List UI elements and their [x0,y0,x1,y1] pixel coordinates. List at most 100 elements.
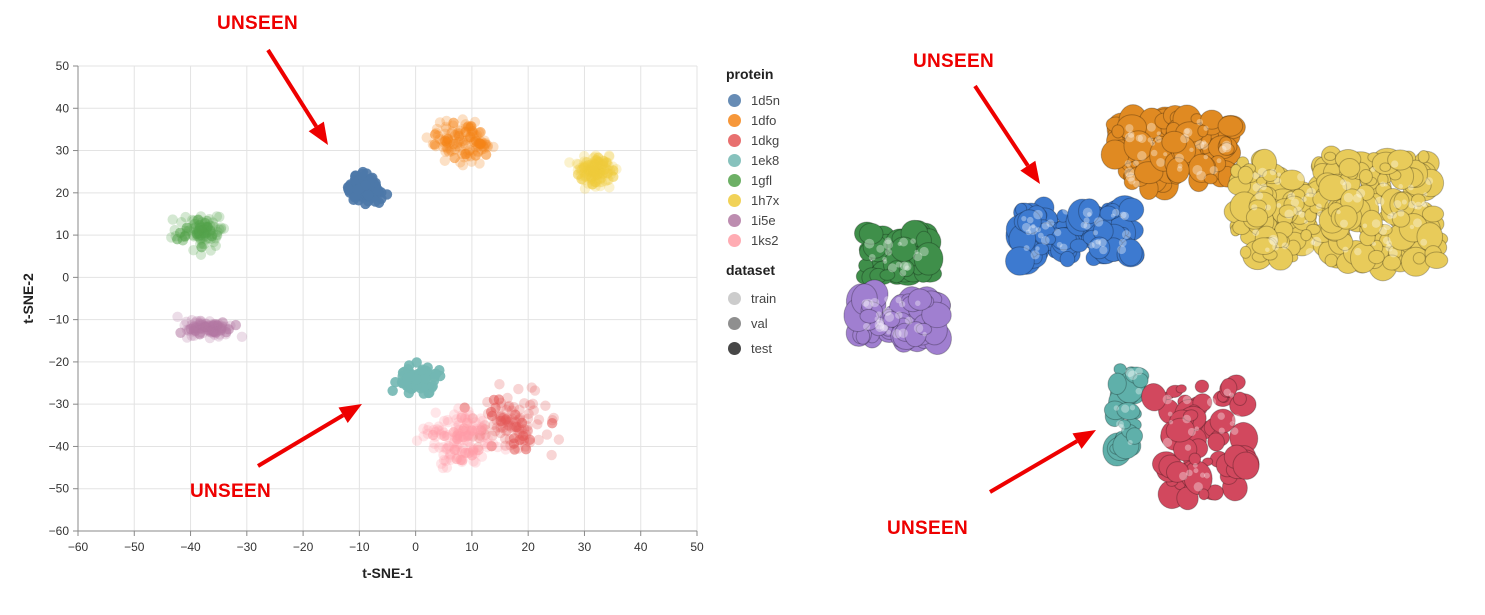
point-1dfo [457,114,468,125]
point-1i5e [186,315,198,326]
point-1dkg [488,419,499,431]
x-axis-label: t-SNE-1 [362,565,413,581]
point-1ks2 [466,450,478,461]
point-1ks2 [454,431,466,443]
point-1gfl [191,225,202,236]
point-1ks2 [467,446,479,458]
unseen-label-bottom-left: UNSEEN [190,481,271,502]
point-1h7x [594,177,605,188]
point-1i5e [208,321,219,332]
point-1dkg [546,418,558,429]
point-1dfo [429,139,440,150]
point-1ek8 [427,380,438,392]
point-1h7x [579,183,591,194]
series-1ks2 [411,403,511,474]
point-1h7x [588,169,599,181]
point-1dkg [529,385,541,396]
point-1dfo [439,155,451,166]
structure-1ek8 [1102,363,1150,467]
point-1i5e [191,315,203,327]
legend-label: 1gfl [751,172,772,188]
point-1ek8 [429,368,441,380]
point-1d5n [363,189,374,201]
point-1dfo [448,117,459,129]
unseen-arrow-top-left [266,48,328,145]
legend-item-1dfo: 1dfo [722,110,832,130]
point-1dkg [474,432,485,444]
point-1i5e [210,326,222,338]
point-1dkg [486,440,497,452]
point-1ks2 [453,403,464,414]
point-1dfo [470,150,481,161]
point-1dkg [506,422,517,434]
point-1ks2 [442,442,453,454]
point-1i5e [223,324,234,335]
point-1gfl [195,249,207,260]
x-tick-label: 20 [522,540,536,554]
point-1h7x [611,164,622,175]
point-1dfo [451,140,463,152]
point-1h7x [587,179,598,190]
point-1gfl [207,221,219,232]
scatter-plot: −60 −50 −40 −30 −20 −10 0 10 20 30 40 50 −60 −50 −40 −3… [20,48,704,581]
point-1gfl [207,217,219,228]
legend-label: 1dfo [751,112,777,128]
legend-dataset-title: dataset [726,262,776,278]
x-tick-label: −20 [293,540,314,554]
point-1d5n [370,196,381,207]
point-1dkg [528,405,539,416]
point-1dkg [517,430,529,442]
point-1gfl [166,232,177,243]
point-1dkg [524,437,536,448]
point-1dkg [497,422,509,434]
point-1gfl [195,238,206,249]
unseen-label-bottom-right: UNSEEN [887,518,968,539]
point-1i5e [215,325,227,336]
legend-swatch [728,173,741,187]
point-1gfl [188,215,200,227]
point-1h7x [579,156,590,167]
point-1ks2 [436,425,448,436]
point-1gfl [188,223,200,234]
point-1dkg [489,426,501,437]
point-1dfo [427,139,439,150]
point-1ks2 [427,429,439,441]
point-1ks2 [488,438,499,450]
structure-1h7x-right [1318,145,1449,282]
point-1ks2 [475,413,486,424]
x-tick-label: 10 [465,540,479,554]
point-1h7x [597,169,608,180]
x-tick-label: −10 [349,540,370,554]
point-1i5e [172,311,183,322]
point-1gfl [194,230,206,241]
point-1h7x [580,171,591,182]
point-1dfo [465,121,476,132]
y-tick-label: −10 [49,313,70,327]
point-1dkg [513,443,524,454]
point-1gfl [202,215,213,227]
legend-protein-title: protein [726,66,774,82]
point-1ks2 [418,431,429,442]
point-1ks2 [456,445,468,457]
point-1gfl [194,224,205,236]
legend-item-1gfl: 1gfl [722,170,832,190]
point-1dkg [526,382,537,393]
point-1dfo [441,115,452,127]
point-1dfo [465,122,476,134]
structure-1h7x-left [1223,148,1357,271]
point-1h7x [585,171,597,182]
point-1ks2 [470,457,481,468]
point-1h7x [578,162,589,173]
point-1dkg [527,398,539,410]
point-1h7x [594,180,606,192]
point-1dfo [434,117,446,128]
point-1dfo [457,135,468,147]
point-1dkg [504,420,515,431]
point-1dfo [475,138,486,150]
point-1h7x [596,176,608,188]
point-1gfl [192,230,204,241]
point-1h7x [579,150,590,162]
point-1dfo [447,126,458,137]
point-1gfl [214,211,225,223]
series-1ek8 [387,357,446,399]
